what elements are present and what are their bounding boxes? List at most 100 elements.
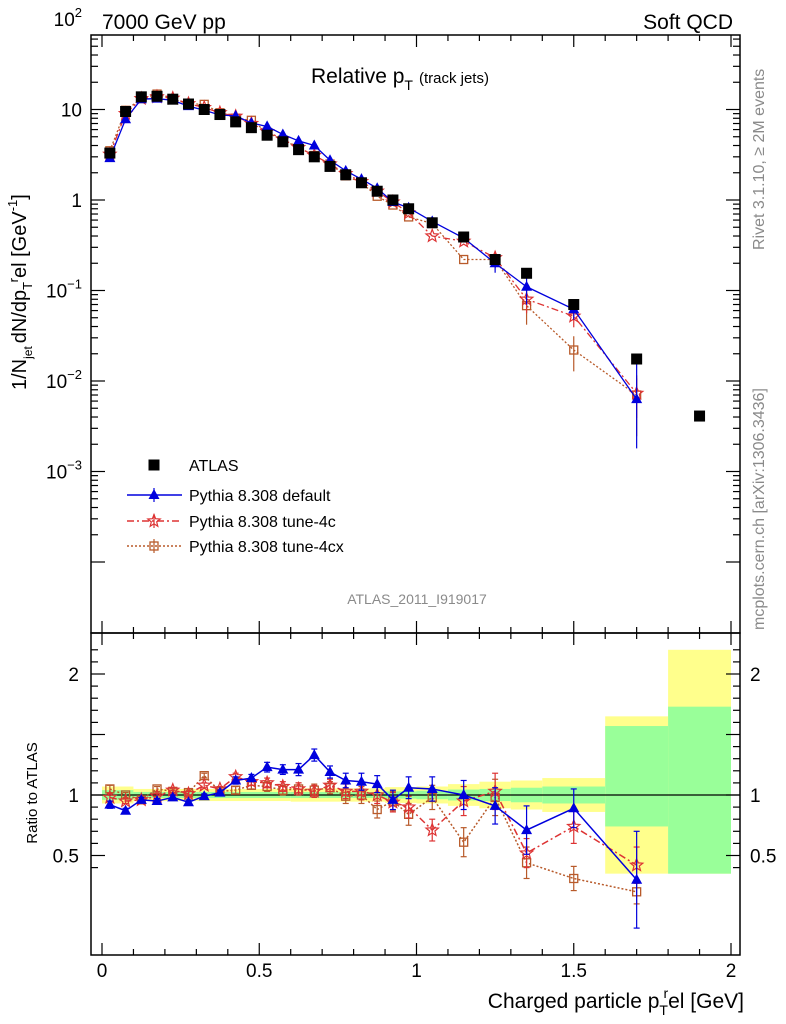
legend-marker — [148, 489, 160, 499]
series-line — [109, 96, 638, 394]
tick-base: 10 — [46, 372, 67, 393]
xlabel-main: Charged particle p — [488, 990, 660, 1013]
ratio-ylabel: Ratio to ATLAS — [24, 742, 41, 843]
tick-base: 1 — [71, 191, 82, 212]
ratio-point — [104, 798, 116, 809]
ratio-uncertainty-bands — [91, 649, 740, 874]
ratio-point — [277, 763, 289, 774]
ratio-point — [275, 778, 291, 794]
xlabel-r: r — [663, 985, 668, 1001]
analysis-id: ATLAS_2011_I919017 — [347, 591, 487, 607]
ratio-point — [214, 786, 226, 797]
ratio-point — [117, 792, 134, 808]
plot-title-sub: T — [404, 77, 413, 93]
x-tick-label: 1.5 — [561, 961, 587, 982]
ratio-series-triangle — [104, 748, 643, 929]
data-point — [261, 120, 273, 131]
ratio-point — [245, 772, 257, 783]
legend-marker — [148, 459, 160, 471]
series-triangle — [104, 92, 643, 449]
series-open-square — [105, 89, 642, 437]
data-point — [293, 134, 305, 145]
y-tick-label: 10−2 — [46, 367, 82, 393]
tick-exponent: 2 — [75, 5, 82, 20]
series-square — [104, 90, 706, 422]
ratio-point — [259, 774, 275, 790]
ratio-point — [424, 821, 440, 837]
data-point — [324, 160, 336, 172]
ratio-point — [135, 793, 147, 804]
ratio-band-green — [668, 706, 731, 874]
data-point — [458, 231, 470, 243]
data-point — [426, 217, 438, 229]
xlabel-T: T — [659, 1002, 668, 1018]
ratio-point — [243, 773, 260, 789]
ratio-point — [566, 818, 582, 834]
series-line — [109, 97, 638, 400]
ratio-point — [290, 780, 307, 796]
data-point — [521, 280, 533, 291]
ylabel-r: r — [6, 277, 21, 282]
ratio-point — [120, 804, 132, 815]
ylabel-jet: jet — [21, 346, 35, 360]
data-point — [277, 128, 289, 139]
data-point — [308, 151, 320, 163]
tick-base: 10 — [46, 282, 67, 303]
tick-exponent: −2 — [67, 367, 82, 382]
legend-marker — [149, 541, 159, 551]
y-tick-label: 102 — [54, 5, 82, 31]
ratio-point — [400, 798, 417, 814]
ratio-tick-label-right: 2 — [750, 665, 761, 686]
data-point — [277, 136, 289, 148]
data-point — [694, 410, 706, 422]
data-point — [104, 147, 116, 159]
data-point — [230, 116, 242, 128]
y-tick-label: 10−1 — [46, 277, 82, 303]
ratio-point — [569, 873, 579, 884]
header-right: Soft QCD — [643, 11, 733, 34]
ratio-tick-label-left: 2 — [68, 665, 79, 686]
data-point — [135, 91, 147, 103]
header-left: 7000 GeV pp — [102, 11, 226, 34]
data-point — [387, 194, 399, 206]
ratio-point — [196, 777, 212, 792]
legend-label: Pythia 8.308 tune-4cx — [189, 539, 344, 556]
legend-label: ATLAS — [189, 458, 239, 475]
ratio-point — [568, 802, 580, 813]
data-point — [568, 299, 580, 311]
xlabel-tail: el [GeV] — [668, 990, 744, 1013]
tick-exponent: −3 — [67, 458, 82, 473]
ratio-point — [338, 783, 354, 798]
legend-label: Pythia 8.308 default — [189, 488, 331, 505]
tick-base: 10 — [61, 101, 82, 122]
ratio-point — [353, 783, 370, 798]
ratio-point — [631, 873, 643, 884]
xlabel: Charged particle pTrel [GeV] — [488, 985, 744, 1018]
ratio-point — [231, 785, 241, 795]
ratio-point — [151, 795, 163, 806]
ratio-line — [109, 754, 638, 881]
data-point — [521, 267, 533, 279]
ratio-point — [369, 786, 385, 802]
data-point — [120, 106, 132, 118]
y-tick-label: 10 — [61, 101, 82, 122]
plot-title-main: Relative p — [311, 65, 404, 88]
mcplots-label: mcplots.cern.ch [arXiv:1306.3436] — [751, 388, 768, 630]
legend: ATLAS Pythia 8.308 default Pythia 8.308 tu… — [127, 458, 344, 556]
data-point — [198, 104, 210, 115]
data-point — [631, 393, 643, 404]
ratio-point — [458, 789, 470, 799]
ratio-point — [308, 749, 320, 760]
data-point — [340, 169, 352, 181]
ratio-point — [371, 778, 383, 789]
x-tick-label: 0.5 — [246, 961, 272, 982]
ratio-point — [198, 790, 210, 801]
ratio-tick-label-right: 1 — [750, 786, 761, 807]
ratio-tick-label-right: 0.5 — [750, 847, 776, 868]
ratio-point — [322, 777, 338, 792]
ratio-point — [182, 796, 194, 807]
ratio-point — [489, 799, 501, 810]
ratio-point — [167, 791, 179, 802]
